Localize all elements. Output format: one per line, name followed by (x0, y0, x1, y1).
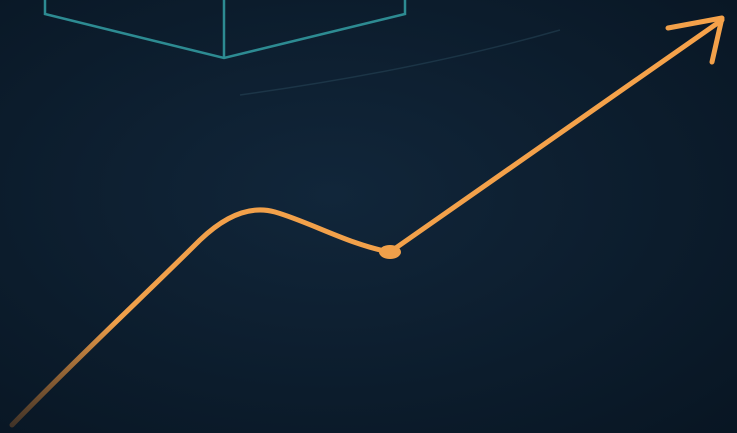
arrow-head (665, 15, 725, 65)
trend-point (379, 245, 401, 259)
grid (0, 90, 737, 433)
faint-arc (239, 29, 561, 96)
cube-outline (43, 0, 407, 60)
trend-curve (9, 17, 725, 428)
trend-arrow (9, 15, 725, 428)
